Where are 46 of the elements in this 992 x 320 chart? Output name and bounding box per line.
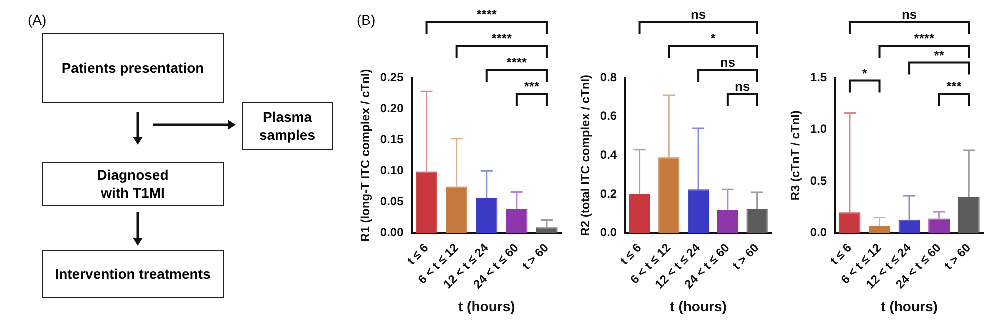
x-axis-title: t (hours) [881, 298, 938, 314]
y-tick-label: 0.10 [380, 163, 404, 178]
y-tick-label: 0.05 [380, 194, 404, 209]
text: Intervention treatments [42, 250, 224, 298]
annotation: *** [946, 79, 963, 94]
y-axis-title: R2 (total ITC complex / cTnI) [578, 74, 593, 236]
y-tick-label: 0.5 [810, 174, 828, 188]
y-tick-label: 0.6 [600, 109, 618, 124]
y-axis-title: R1 (long-T ITC complex / cTnI) [358, 69, 373, 242]
y-tick-label: 1.5 [810, 70, 828, 84]
x-tick-label: t ≤ 6 [828, 240, 855, 268]
y-tick-label: 0.8 [600, 70, 618, 84]
text: ns [690, 7, 706, 22]
y-tick-label: 1.0 [810, 122, 828, 136]
text: Plasma samples [242, 102, 333, 150]
y-tick-label: 0.15 [380, 132, 404, 146]
y-tick-label: 0.2 [600, 186, 618, 201]
chart-title: (B) [357, 12, 376, 28]
y-tick-label: 0.20 [380, 101, 404, 116]
text: * [710, 31, 717, 46]
text: ns [720, 55, 736, 70]
text: **** [914, 31, 936, 46]
text: Patients presentation [42, 33, 224, 103]
x-tick-label: t ≤ 6 [617, 240, 644, 268]
y-tick-label: 0.4 [600, 148, 618, 162]
text: **** [506, 55, 528, 70]
y-axis-title: R3 (cTnT / cTnI) [788, 110, 803, 201]
y-tick-label: 0.25 [380, 70, 404, 84]
text: Diagnosed with T1MI [42, 162, 224, 206]
x-tick-label: t ≤ 6 [404, 240, 432, 268]
text: **** [476, 7, 498, 22]
y-tick-label: 0.0 [600, 226, 618, 240]
text: ** [934, 48, 946, 63]
x-tick-label: t > 60 [942, 240, 974, 273]
annotation: * [862, 66, 868, 81]
x-axis-title: t (hours) [670, 298, 727, 314]
y-tick-label: 0.0 [810, 226, 828, 240]
y-tick-label: 0.00 [380, 226, 404, 240]
x-tick-label: t > 60 [520, 240, 552, 273]
annotation: *** [524, 79, 540, 94]
x-axis-title: t (hours) [458, 298, 516, 314]
x-tick-label: t > 60 [730, 240, 762, 273]
annotation: ns [735, 79, 750, 94]
text: **** [492, 31, 513, 46]
text: ns [902, 7, 918, 22]
text: (A) [28, 12, 47, 28]
